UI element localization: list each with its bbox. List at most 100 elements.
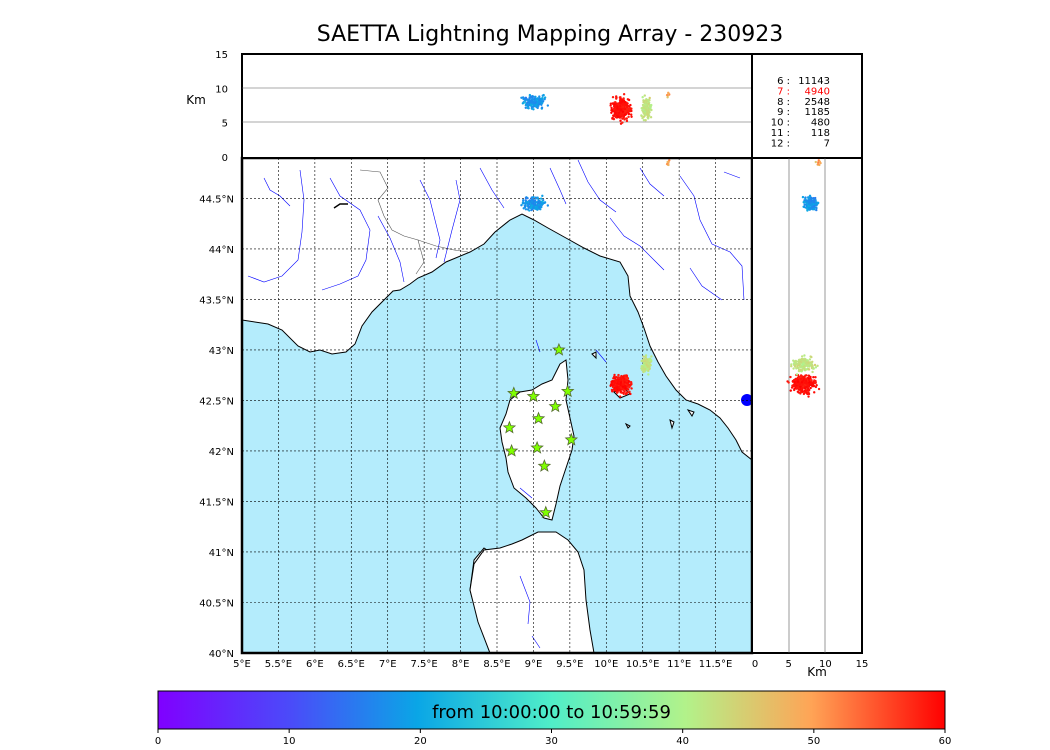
colorbar-tick-label: 60: [939, 736, 952, 747]
lightning-source-point: [526, 202, 529, 205]
lightning-source-point: [810, 363, 814, 367]
lightning-source-point: [531, 105, 535, 108]
lightning-source-point: [811, 370, 814, 374]
altitude-tick-label: 5: [222, 119, 228, 130]
lightning-source-point: [807, 384, 810, 387]
colorbar-tick-label: 0: [155, 736, 161, 747]
lightning-source-point: [811, 208, 814, 211]
colorbar: 0 10 20 30 40 50 60: [155, 690, 952, 747]
lightning-source-point: [628, 385, 631, 388]
altitude-lon-panel: 0 5 10 15 Km: [186, 50, 753, 164]
longitude-tick-label: 11°E: [667, 659, 691, 670]
latitude-tick-label: 40.5°N: [199, 598, 234, 609]
lightning-source-point: [645, 358, 649, 361]
station-star-icon: [564, 432, 579, 446]
lightning-source-point: [625, 104, 629, 107]
lightning-source-point: [539, 197, 543, 200]
lightning-source-point: [615, 95, 618, 98]
lightning-source-point: [810, 197, 813, 200]
lightning-source-point: [541, 101, 544, 104]
lightning-source-point: [807, 368, 810, 371]
colorbar-tick-label: 50: [807, 736, 820, 747]
lightning-source-point: [614, 388, 617, 392]
lightning-source-point: [623, 386, 627, 390]
lightning-source-point: [644, 119, 647, 122]
km-axis-label: Km: [807, 665, 827, 679]
lightning-source-point: [613, 105, 616, 109]
lightning-source-point: [811, 367, 815, 370]
lightning-source-point: [611, 390, 614, 393]
lightning-source-point: [624, 392, 628, 396]
lightning-source-point: [528, 100, 531, 104]
longitude-tick-label: 9.5°E: [556, 659, 583, 670]
lightning-source-point: [616, 386, 619, 389]
stat-label: 12 :: [771, 138, 790, 149]
lightning-source-point: [642, 118, 646, 122]
lightning-source-point: [619, 386, 622, 389]
lightning-source-point: [613, 373, 616, 377]
lightning-source-point: [530, 204, 533, 208]
lightning-source-point: [642, 369, 646, 373]
lightning-source-point: [808, 388, 811, 392]
lightning-source-point: [809, 204, 813, 207]
lightning-source-point: [644, 103, 647, 106]
lightning-source-point: [793, 365, 797, 368]
lightning-source-point: [787, 381, 790, 384]
lightning-source-point: [805, 362, 808, 365]
station-star-icon: [548, 399, 563, 413]
lightning-source-point: [802, 205, 805, 208]
lightning-source-point: [628, 390, 631, 394]
lightning-source-point: [789, 389, 792, 392]
lightning-source-point: [528, 199, 532, 202]
stat-value: 7: [824, 138, 830, 149]
lightning-source-point: [807, 378, 811, 382]
lightning-source-point: [790, 365, 793, 368]
lightning-source-point: [796, 380, 800, 383]
lightning-source-point: [642, 100, 645, 104]
lat-altitude-panel: 0 5 10 15 Km: [751, 157, 868, 679]
lightning-source-point: [807, 202, 810, 205]
lightning-source-point: [791, 384, 794, 387]
lightning-source-point: [617, 374, 620, 377]
lightning-source-point: [541, 98, 544, 101]
lightning-source-point: [808, 358, 812, 361]
lightning-source-point: [811, 383, 815, 386]
lightning-source-point: [614, 102, 617, 105]
lightning-source-point: [803, 200, 806, 204]
lightning-points-map: [520, 159, 671, 398]
lightning-source-point: [546, 104, 550, 107]
altitude-tick-label: 10: [215, 84, 228, 95]
lightning-source-point: [667, 92, 670, 95]
lightning-source-point: [800, 368, 803, 372]
lightning-source-point: [795, 373, 799, 376]
lightning-source-point: [805, 368, 808, 371]
lightning-source-point: [541, 194, 544, 198]
lightning-points-lat-alt: [786, 159, 822, 398]
stat-label: 7 :: [777, 86, 790, 97]
lightning-source-point: [532, 95, 535, 98]
lightning-source-point: [801, 359, 805, 363]
lightning-source-point: [816, 162, 820, 166]
latitude-tick-labels: 44.5°N 44°N 43.5°N 43°N 42.5°N 42°N 41.5°N 41°N…: [199, 194, 234, 660]
stat-value: 11143: [798, 76, 830, 87]
lightning-source-point: [621, 385, 625, 389]
lightning-source-point: [797, 369, 801, 373]
longitude-tick-label: 11.5°E: [699, 659, 733, 670]
colorbar-ticks: 0 10 20 30 40 50 60: [155, 729, 952, 747]
lightning-source-point: [643, 94, 646, 97]
lightning-source-point: [642, 108, 645, 111]
small-island: [624, 422, 631, 429]
lightning-source-point: [536, 102, 539, 105]
latitude-tick-label: 40°N: [209, 649, 234, 660]
station-star-icon: [539, 505, 553, 519]
lightning-source-point: [625, 117, 628, 120]
lightning-source-point: [789, 375, 792, 379]
station-star-icon: [560, 384, 575, 398]
lightning-source-point: [646, 365, 650, 368]
lightning-source-point: [802, 385, 805, 388]
lightning-source-point: [642, 106, 646, 110]
lightning-source-point: [807, 204, 810, 208]
lightning-source-point: [538, 98, 541, 102]
lightning-source-point: [801, 363, 804, 367]
lightning-source-point: [801, 195, 805, 199]
